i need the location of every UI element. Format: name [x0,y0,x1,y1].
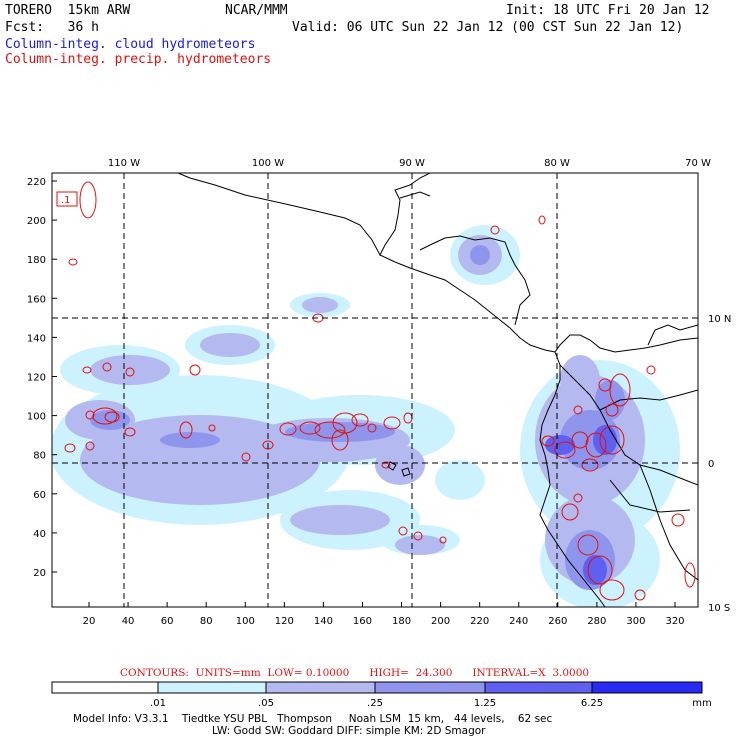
lon-label: 110 W [108,158,140,169]
colorbar-label: .05 [258,698,274,709]
x-tick-label: 140 [314,616,333,627]
colorbar-swatch [51,681,159,694]
x-tick-label: 240 [509,616,528,627]
lon-label: 100 W [252,158,284,169]
lon-label: 80 W [544,158,570,169]
cloud-shading [52,225,680,607]
field-label-precip: Column-integ. precip. hydrometeors [5,52,272,67]
y-tick-label: 40 [33,529,46,540]
x-tick-label: 280 [587,616,606,627]
x-tick-label: 320 [665,616,684,627]
coastline [177,173,698,607]
colorbar-unit: mm [692,698,711,709]
colorbar-label: 1.25 [474,698,496,709]
valid-time: Valid: 06 UTC Sun 22 Jan 12 (00 CST Sun … [292,20,684,35]
y-tick-label: 200 [27,216,46,227]
axis-ticks [52,180,676,607]
y-tick-label: 140 [27,333,46,344]
lon-label: 70 W [685,158,711,169]
y-tick-label: 60 [33,490,46,501]
x-tick-label: 200 [431,616,450,627]
lat-label: 10 N [708,314,731,325]
forecast-hour: Fcst: 36 h [5,20,99,35]
field-label-cloud: Column-integ. cloud hydrometeors [5,37,256,52]
x-tick-label: 260 [548,616,567,627]
y-tick-label: 180 [27,255,46,266]
center-name: NCAR/MMM [225,3,288,18]
x-tick-label: 20 [83,616,96,627]
y-tick-label: 120 [27,373,46,384]
y-tick-label: 80 [33,451,46,462]
label-box-text: .1 [61,195,71,206]
colorbar-label: .01 [150,698,166,709]
model-title: TORERO 15km ARW [5,3,131,18]
colorbar-swatch [157,681,267,694]
y-tick-label: 220 [27,177,46,188]
x-tick-label: 120 [275,616,294,627]
colorbar-label: .25 [367,698,383,709]
lat-label: 0 [708,459,714,470]
y-tick-label: 160 [27,294,46,305]
map-frame [51,172,699,608]
y-tick-label: 20 [33,568,46,579]
lon-label: 90 W [399,158,425,169]
colorbar-swatch [374,681,486,694]
axis-labels: 110 W 100 W 90 W 80 W 70 W 10 N 0 10 S 220 200 180… [27,158,731,627]
x-tick-label: 80 [200,616,213,627]
colorbar-swatch [484,681,593,694]
init-time: Init: 18 UTC Fri 20 Jan 12 [506,3,710,18]
contours-info: CONTOURS: UNITS=mm LOW= 0.10000 HIGH= 24… [120,667,590,679]
colorbar-label: 6.25 [581,698,603,709]
x-tick-label: 100 [236,616,255,627]
x-tick-label: 160 [353,616,372,627]
colorbar-swatch [591,681,703,694]
label-box [56,191,78,207]
x-tick-label: 300 [626,616,645,627]
y-tick-label: 100 [27,412,46,423]
latlon-grid [52,173,698,607]
physics-info: LW: Godd SW: Goddard DIFF: simple KM: 2D… [212,725,486,737]
colorbar: .01 .05 .25 1.25 6.25 mm [51,681,712,709]
x-tick-label: 180 [392,616,411,627]
precip-contours [64,181,696,601]
lat-label: 10 S [708,603,730,614]
x-tick-label: 40 [122,616,135,627]
x-tick-label: 220 [470,616,489,627]
x-tick-label: 60 [161,616,174,627]
model-info: Model Info: V3.3.1 Tiedtke YSU PBL Thomp… [73,713,553,725]
colorbar-swatch [265,681,376,694]
